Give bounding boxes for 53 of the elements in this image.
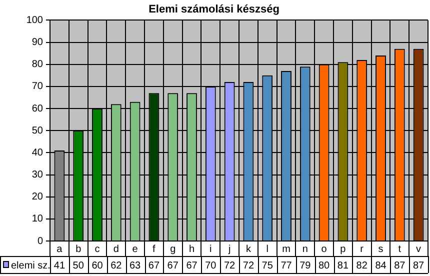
- x-tick-label: t: [398, 244, 402, 255]
- data-label: 72: [242, 260, 254, 272]
- data-label: 67: [167, 260, 179, 272]
- x-tick-label: v: [416, 244, 422, 255]
- y-tick-label: 40: [32, 147, 44, 158]
- data-label: 50: [72, 260, 84, 272]
- x-tick-label: i: [210, 244, 212, 255]
- data-label: 63: [129, 260, 142, 272]
- x-tick-label: e: [132, 244, 138, 255]
- x-tick-label: c: [94, 244, 100, 255]
- data-label: 72: [224, 260, 236, 272]
- x-tick-label: o: [321, 244, 328, 255]
- data-label: 67: [186, 260, 198, 272]
- x-tick-label: g: [170, 244, 176, 255]
- data-label: 87: [412, 260, 425, 272]
- x-tick-label: k: [246, 244, 252, 255]
- x-tick-label: p: [340, 244, 346, 255]
- y-tick-label: 0: [37, 236, 44, 247]
- y-tick-label: 90: [32, 37, 44, 48]
- data-label: 77: [280, 260, 292, 272]
- data-label: 82: [356, 260, 368, 272]
- x-tick-label: m: [282, 244, 290, 255]
- x-tick-label: b: [76, 244, 82, 255]
- x-tick-label: f: [152, 244, 156, 255]
- y-tick-label: 80: [32, 59, 44, 70]
- legend-label: elemi sz.: [11, 260, 50, 272]
- data-label: 79: [300, 260, 312, 272]
- x-tick-label: s: [378, 244, 384, 255]
- data-label: 62: [110, 260, 122, 272]
- y-tick-label: 50: [32, 125, 44, 136]
- y-tick-label: 30: [32, 170, 44, 181]
- x-tick-label: d: [113, 244, 119, 255]
- x-tick-label: r: [360, 244, 364, 255]
- data-label: 70: [205, 260, 217, 272]
- y-tick-label: 70: [32, 81, 44, 92]
- y-tick-label: 100: [26, 14, 44, 26]
- chart-title: Elemi számolási készség: [148, 4, 280, 16]
- y-tick-label: 20: [32, 192, 44, 203]
- data-label: 80: [318, 260, 330, 272]
- x-tick-label: a: [56, 244, 63, 255]
- x-tick-label: j: [227, 244, 231, 255]
- data-label: 60: [92, 260, 104, 272]
- x-tick-label: l: [266, 244, 268, 255]
- data-label: 75: [262, 260, 274, 272]
- x-tick-label: n: [302, 244, 308, 255]
- data-label: 81: [337, 260, 349, 272]
- y-tick-label: 10: [32, 214, 44, 225]
- x-tick-label: h: [188, 244, 195, 255]
- data-label: 41: [54, 260, 66, 272]
- data-label: 67: [148, 260, 160, 272]
- y-tick-label: 60: [32, 103, 44, 114]
- data-label: 84: [375, 260, 387, 272]
- data-label: 87: [394, 260, 406, 272]
